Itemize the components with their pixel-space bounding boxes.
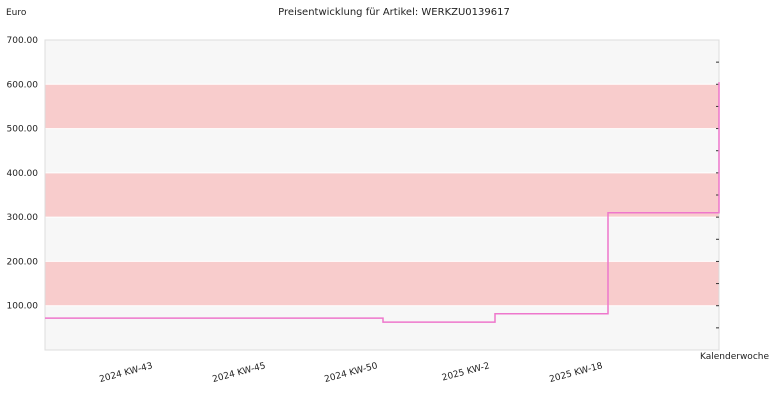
background-band (45, 305, 719, 350)
background-bands (45, 40, 719, 350)
x-tick-label: 2024 KW-45 (211, 361, 266, 385)
x-tick-labels: 2024 KW-43 2024 KW-45 2024 KW-50 2025 KW-2 2… (98, 361, 604, 385)
y-tick-label: 400.00 (7, 169, 39, 179)
x-tick-label: 2025 KW-2 (441, 361, 491, 383)
y-tick-label: 200.00 (7, 257, 39, 267)
x-tick-label: 2024 KW-50 (323, 361, 379, 385)
x-tick-label: 2024 KW-43 (98, 361, 153, 385)
background-band (45, 128, 719, 173)
x-tick-label: 2025 KW-18 (548, 361, 604, 385)
background-band (45, 84, 719, 129)
y-tick-label: 500.00 (7, 125, 39, 135)
y-tick-label: 300.00 (7, 213, 39, 223)
y-tick-label: 100.00 (7, 302, 39, 312)
y-tick-label: 700.00 (7, 36, 39, 46)
chart-title: Preisentwicklung für Artikel: WERKZU0139… (278, 7, 510, 18)
background-band (45, 261, 719, 306)
background-band (45, 40, 719, 85)
background-band (45, 217, 719, 262)
y-axis-label: Euro (6, 8, 27, 18)
x-axis-label: Kalenderwoche (700, 352, 769, 362)
y-tick-label: 600.00 (7, 80, 39, 90)
background-band (45, 172, 719, 218)
price-step-line (45, 82, 720, 323)
y-tick-labels: 700.00 600.00 500.00 400.00 300.00 200.00 100.… (7, 36, 39, 312)
